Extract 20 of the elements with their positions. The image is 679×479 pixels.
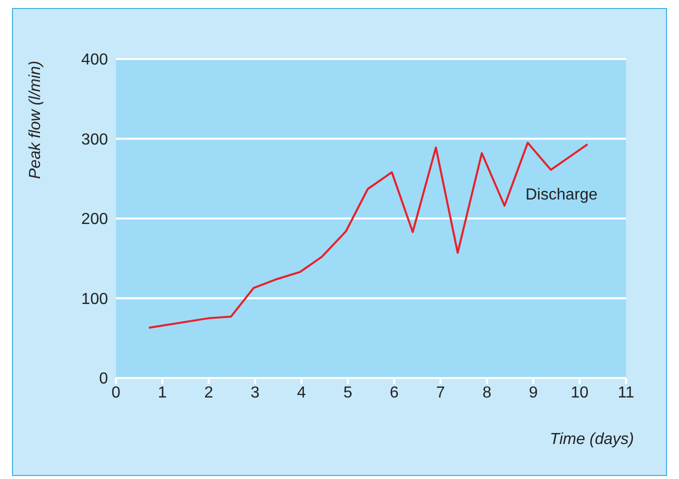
series-label: Discharge [525,186,598,204]
y-axis-title: Peak flow (l/min) [27,60,45,179]
y-tick-label: 0 [99,370,108,388]
y-tick-label: 300 [81,131,108,148]
x-tick-label: 6 [390,384,399,402]
x-tick-label: 4 [297,384,306,402]
x-tick-label: 5 [343,384,352,402]
y-tick-label: 100 [81,290,108,308]
x-tick-label: 8 [482,384,492,402]
y-tick-label: 200 [81,211,108,228]
x-tick-label: 0 [112,384,121,402]
x-tick-label: 3 [250,384,260,402]
x-tick-label: 9 [528,384,538,402]
x-axis-title: Time (days) [550,431,634,449]
x-tick-label: 10 [570,384,589,402]
x-tick-label: 11 [618,384,634,402]
x-tick-label: 1 [158,384,167,402]
x-tick-label: 7 [436,384,446,402]
x-tick-label: 2 [204,384,214,402]
y-tick-label: 400 [81,52,108,69]
